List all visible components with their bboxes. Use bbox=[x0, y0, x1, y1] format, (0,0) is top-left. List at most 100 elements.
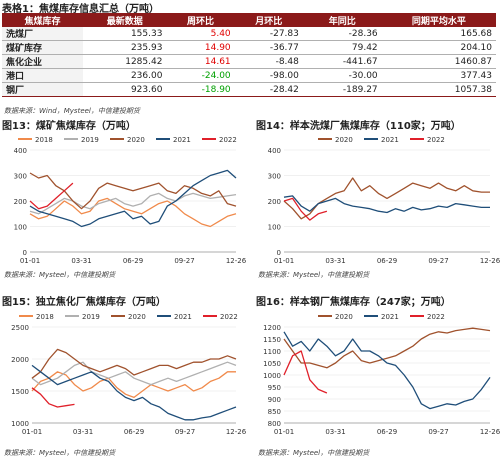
table-cell: -441.67 bbox=[302, 54, 382, 69]
table-cell: 14.61 bbox=[166, 54, 235, 69]
series-line-2018 bbox=[31, 371, 236, 399]
x-tick-label: 03-31 bbox=[73, 428, 93, 436]
figure-title: 图13：煤矿焦煤库存（万吨） bbox=[2, 121, 136, 132]
header-cell: 年同比 bbox=[302, 13, 382, 27]
chart-fig15: 1000 1500 2000 2500 01-01 03-31 06-29 09-27 12-2… bbox=[11, 313, 247, 436]
series-line-2022 bbox=[283, 197, 328, 221]
x-tick-label: 01-01 bbox=[274, 428, 294, 436]
figure-title: 图15：独立焦化厂焦煤库存（万吨） bbox=[2, 297, 166, 308]
x-tick-label: 09-27 bbox=[428, 257, 448, 265]
table-cell: -24.00 bbox=[166, 68, 235, 83]
legend-label: 2020 bbox=[127, 136, 145, 144]
chart-fig13: 0 100 200 300 400 01-01 03-31 06-29 09-27 12-26 20… bbox=[14, 136, 247, 265]
header-cell: 月环比 bbox=[234, 13, 303, 27]
x-tick-label: 03-31 bbox=[71, 257, 91, 265]
y-tick-label: 1000 bbox=[11, 420, 29, 428]
series-line-2018 bbox=[29, 197, 237, 228]
legend-label: 2020 bbox=[128, 313, 146, 321]
legend-label: 2019 bbox=[81, 136, 99, 144]
x-tick-label: 12-26 bbox=[226, 428, 247, 436]
table-cell: -18.90 bbox=[166, 82, 235, 97]
table-cell: 236.00 bbox=[83, 68, 167, 83]
header-cell: 同期平均水平 bbox=[381, 13, 496, 27]
summary-table: 焦煤库存 最新数据 周环比 月环比 年同比 同期平均水平 洗煤厂 155.33 5.… bbox=[2, 13, 496, 97]
y-tick-label: 1500 bbox=[11, 388, 29, 396]
figure-title: 图16：样本钢厂焦煤库存（247家；万吨） bbox=[256, 297, 451, 308]
table-row: 钢厂 923.60 -18.90 -28.42 -189.27 1057.38 bbox=[2, 82, 496, 97]
y-tick-label: 1000 bbox=[263, 372, 281, 380]
table-cell: 923.60 bbox=[83, 82, 167, 97]
x-tick-label: 12-26 bbox=[480, 257, 500, 265]
x-tick-label: 12-26 bbox=[480, 428, 500, 436]
table-cell: 1460.87 bbox=[381, 54, 496, 69]
series-line-2022 bbox=[31, 387, 75, 408]
legend-label: 2020 bbox=[335, 136, 353, 144]
table-row: 焦化企业 1285.42 14.61 -8.48 -441.67 1460.87 bbox=[2, 54, 496, 69]
row-label: 焦化企业 bbox=[2, 54, 84, 69]
y-tick-label: 950 bbox=[268, 384, 281, 392]
legend-label: 2022 bbox=[427, 136, 445, 144]
series-line-2022 bbox=[283, 350, 328, 394]
x-tick-label: 06-29 bbox=[124, 428, 144, 436]
table-cell: 5.40 bbox=[166, 27, 235, 41]
table-cell: 1057.38 bbox=[381, 82, 496, 97]
legend-label: 2022 bbox=[220, 313, 238, 321]
table-cell: 235.93 bbox=[83, 40, 167, 55]
row-label: 钢厂 bbox=[2, 82, 84, 97]
x-tick-label: 09-27 bbox=[428, 428, 448, 436]
y-tick-label: 2000 bbox=[11, 356, 29, 364]
legend-label: 2022 bbox=[219, 136, 237, 144]
table-cell: 155.33 bbox=[83, 27, 167, 41]
y-tick-label: 100 bbox=[268, 224, 281, 232]
y-tick-label: 1050 bbox=[263, 360, 281, 368]
table-row: 煤矿库存 235.93 14.90 -36.77 79.42 204.10 bbox=[2, 40, 496, 55]
legend-label: 2021 bbox=[381, 136, 399, 144]
legend-label: 2021 bbox=[381, 313, 399, 321]
y-tick-label: 200 bbox=[14, 198, 27, 206]
legend-label: 2018 bbox=[35, 136, 53, 144]
table-source: 数据来源：Wind，Mysteel，中信建投期货 bbox=[4, 107, 140, 115]
table-cell: 79.42 bbox=[302, 40, 382, 55]
legend-label: 2018 bbox=[36, 313, 54, 321]
header-cell: 周环比 bbox=[166, 13, 235, 27]
table-cell: -36.77 bbox=[234, 40, 303, 55]
table-cell: -8.48 bbox=[234, 54, 303, 69]
table-cell: -30.00 bbox=[302, 68, 382, 83]
table-header-row: 焦煤库存 最新数据 周环比 月环比 年同比 同期平均水平 bbox=[2, 13, 496, 27]
x-tick-label: 03-31 bbox=[325, 257, 345, 265]
series-line-2020 bbox=[31, 348, 237, 379]
y-tick-label: 0 bbox=[277, 249, 281, 257]
y-tick-label: 100 bbox=[14, 224, 27, 232]
table-row: 洗煤厂 155.33 5.40 -27.83 -28.36 165.68 bbox=[2, 27, 496, 41]
table-cell: 165.68 bbox=[381, 27, 496, 41]
table-row: 港口 236.00 -24.00 -98.00 -30.00 377.43 bbox=[2, 68, 496, 83]
series-line-2021 bbox=[283, 195, 490, 214]
y-tick-label: 400 bbox=[268, 147, 281, 155]
series-line-2022 bbox=[29, 182, 74, 210]
series-line-2019 bbox=[29, 192, 237, 215]
header-cell: 最新数据 bbox=[83, 13, 167, 27]
table-cell: 204.10 bbox=[381, 40, 496, 55]
figure-source: 数据来源：Mysteel，中信建投期货 bbox=[258, 271, 370, 279]
y-tick-label: 1150 bbox=[263, 336, 281, 344]
y-tick-label: 0 bbox=[23, 249, 27, 257]
header-cell: 焦煤库存 bbox=[2, 13, 84, 27]
table-cell: 14.90 bbox=[166, 40, 235, 55]
y-tick-label: 900 bbox=[268, 396, 281, 404]
series-line-2020 bbox=[283, 327, 491, 369]
series-line-2021 bbox=[31, 364, 237, 421]
table-cell: -28.36 bbox=[302, 27, 382, 41]
y-tick-label: 2500 bbox=[11, 324, 29, 332]
legend-label: 2021 bbox=[173, 136, 191, 144]
series-line-2021 bbox=[29, 169, 237, 228]
table-cell: 377.43 bbox=[381, 68, 496, 83]
table-cell: -189.27 bbox=[302, 82, 382, 97]
x-tick-label: 06-29 bbox=[123, 257, 143, 265]
y-tick-label: 1200 bbox=[263, 324, 281, 332]
y-tick-label: 850 bbox=[268, 408, 281, 416]
x-tick-label: 06-29 bbox=[377, 428, 397, 436]
figure-source: 数据来源：Mysteel，中信建投期货 bbox=[4, 449, 116, 457]
row-label: 洗煤厂 bbox=[2, 27, 84, 41]
y-tick-label: 800 bbox=[268, 420, 281, 428]
x-tick-label: 09-27 bbox=[174, 257, 194, 265]
